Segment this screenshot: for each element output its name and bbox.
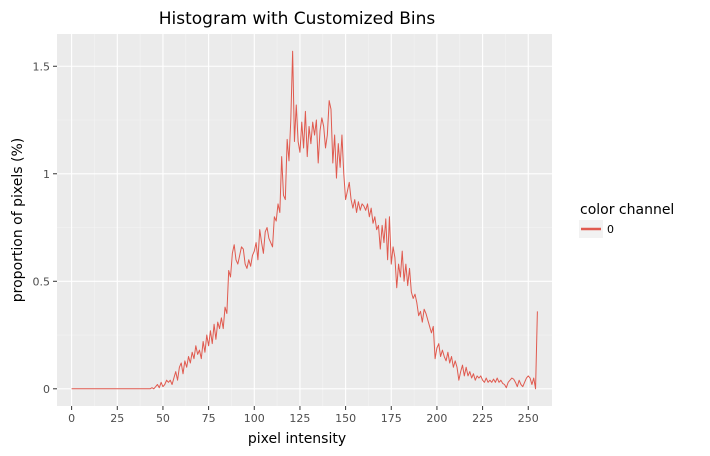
x-tick-label: 200 (426, 412, 447, 425)
legend: color channel 0 (579, 202, 674, 238)
series-line-0 (71, 50, 538, 390)
y-axis-title: proportion of pixels (%) (10, 138, 26, 302)
legend-title: color channel (580, 202, 674, 218)
x-tick-label: 250 (518, 412, 539, 425)
y-tick-label: 0 (43, 383, 50, 396)
x-axis-title: pixel intensity (248, 431, 346, 447)
chart-title: Histogram with Customized Bins (159, 9, 436, 29)
y-tick-label: 1 (43, 168, 50, 181)
x-tick-label: 225 (472, 412, 493, 425)
y-axis: 0 0.5 1 1.5 (33, 60, 57, 396)
x-axis: 0 25 50 75 100 125 150 175 200 225 250 (68, 406, 539, 425)
x-tick-label: 0 (68, 412, 75, 425)
y-tick-label: 1.5 (33, 60, 51, 73)
x-tick-label: 175 (381, 412, 402, 425)
y-tick-label: 0.5 (33, 275, 51, 288)
legend-label: 0 (607, 223, 614, 236)
grid-major-lines (57, 34, 552, 406)
x-tick-label: 100 (244, 412, 265, 425)
x-tick-label: 75 (202, 412, 216, 425)
x-tick-label: 50 (156, 412, 170, 425)
x-tick-label: 125 (289, 412, 310, 425)
series-layer (71, 50, 538, 390)
x-tick-label: 150 (335, 412, 356, 425)
x-tick-label: 25 (110, 412, 124, 425)
plot-panel (57, 34, 552, 406)
